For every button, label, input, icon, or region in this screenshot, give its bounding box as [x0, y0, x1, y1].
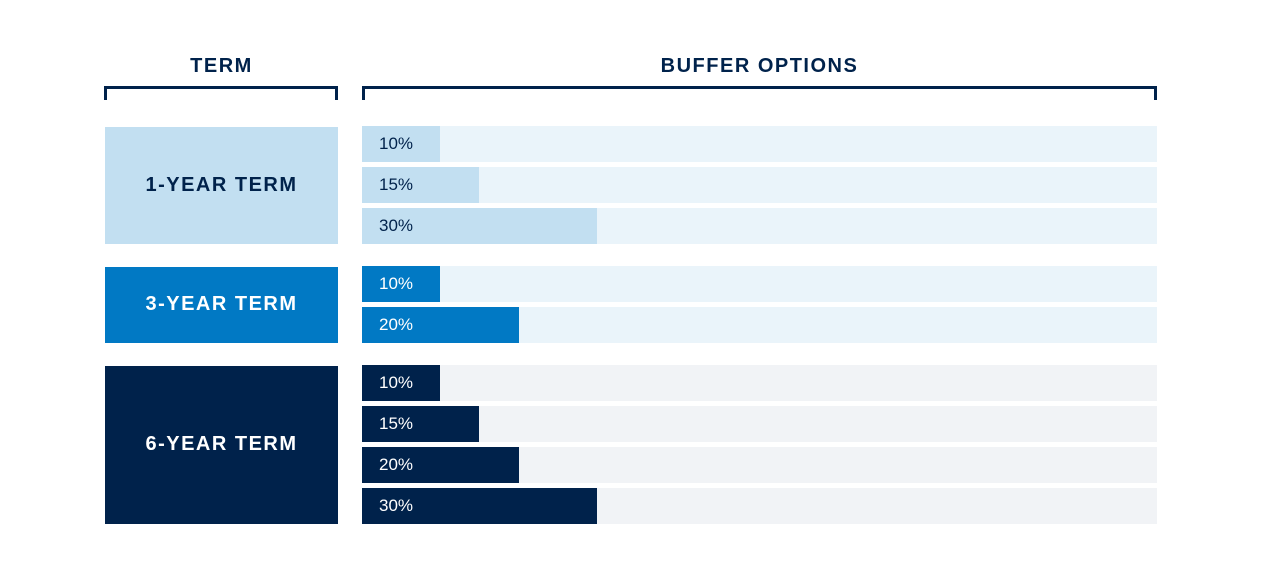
- buffer-options-header: BUFFER OPTIONS: [660, 55, 859, 77]
- bar-value-label: 30%: [379, 496, 414, 515]
- buffer-bar-15-percent: 15%: [362, 406, 480, 442]
- buffer-bar-20-percent: 20%: [362, 447, 519, 483]
- bar-value-label: 10%: [379, 274, 414, 293]
- bar-track: 20%: [362, 447, 1157, 483]
- bar-track: 10%: [362, 266, 1157, 302]
- bar-value-label: 20%: [379, 455, 414, 474]
- buffer-bar-10-percent: 10%: [362, 365, 441, 401]
- buffer-bar-30-percent: 30%: [362, 208, 597, 244]
- bar-value-label: 10%: [379, 134, 414, 153]
- bar-track: 20%: [362, 307, 1157, 343]
- bar-track: 15%: [362, 167, 1157, 203]
- term-header: TERM: [190, 55, 253, 77]
- buffer-options-bracket: [362, 86, 1157, 100]
- term-label-3-year: 3-YEAR TERM: [105, 266, 338, 343]
- term-label-1-year: 1-YEAR TERM: [105, 126, 338, 244]
- bar-value-label: 15%: [379, 175, 414, 194]
- bar-value-label: 10%: [379, 373, 414, 392]
- bar-value-label: 30%: [379, 216, 414, 235]
- bar-track: 10%: [362, 126, 1157, 162]
- buffer-bar-10-percent: 10%: [362, 126, 441, 162]
- buffer-bar-20-percent: 20%: [362, 307, 519, 343]
- bar-value-label: 15%: [379, 414, 414, 433]
- bar-value-label: 20%: [379, 315, 414, 334]
- bar-track: 30%: [362, 488, 1157, 524]
- term-bracket: [104, 86, 338, 100]
- bar-track: 10%: [362, 365, 1157, 401]
- buffer-bar-30-percent: 30%: [362, 488, 597, 524]
- buffer-bar-10-percent: 10%: [362, 266, 441, 302]
- bar-track: 15%: [362, 406, 1157, 442]
- bar-track: 30%: [362, 208, 1157, 244]
- term-label-6-year: 6-YEAR TERM: [105, 365, 338, 524]
- buffer-bar-15-percent: 15%: [362, 167, 480, 203]
